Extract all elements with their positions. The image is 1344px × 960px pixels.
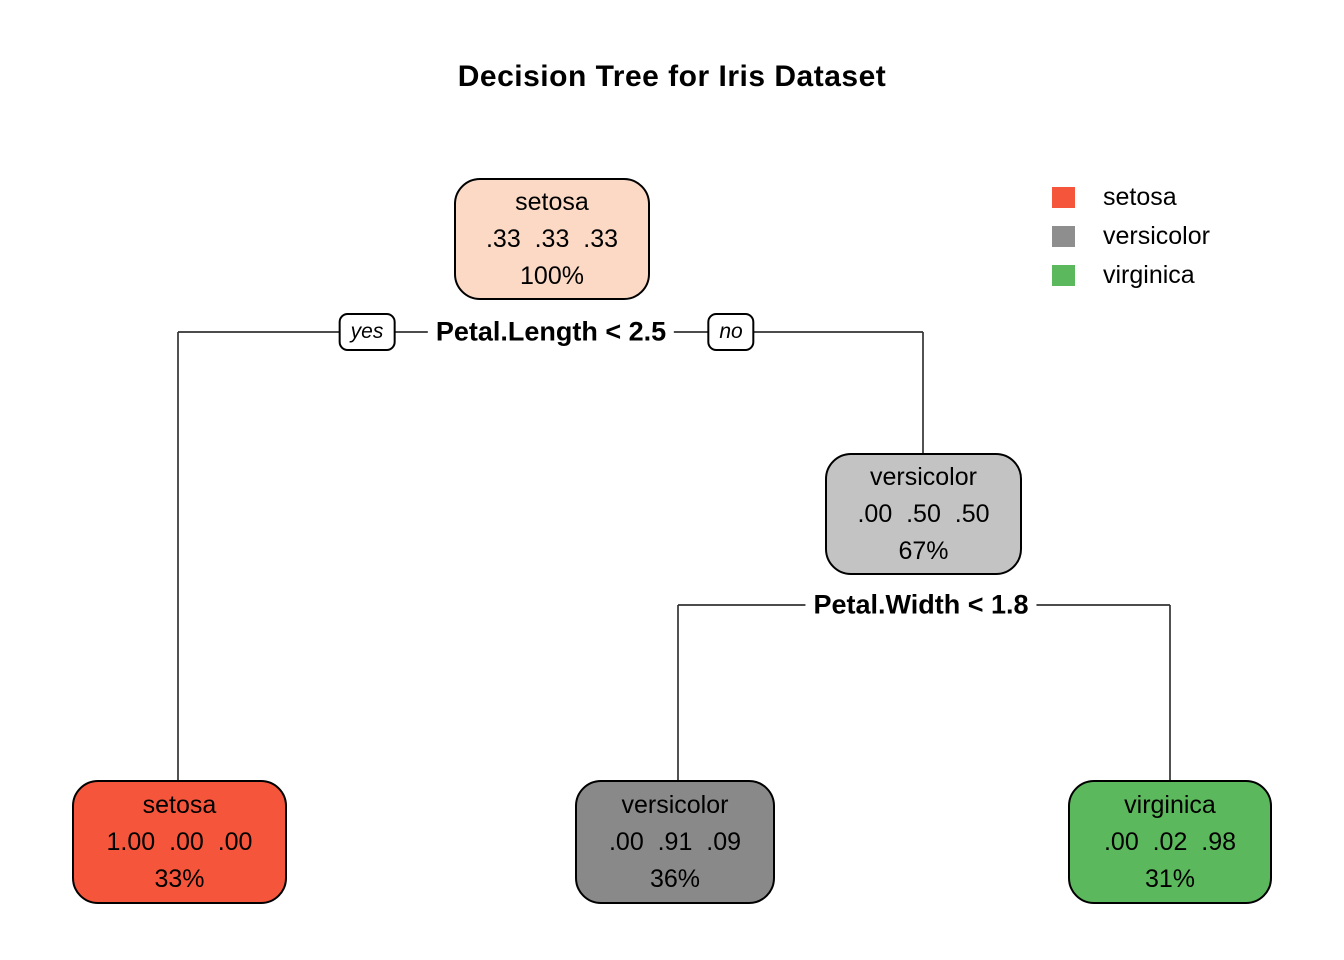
node-class-probabilities: .00 .91 .09 bbox=[608, 827, 742, 856]
node-class-label: versicolor bbox=[621, 790, 729, 819]
tree-leaf-versicolor: versicolor .00 .91 .09 36% bbox=[575, 780, 775, 904]
node-coverage: 100% bbox=[520, 261, 584, 290]
node-class-probabilities: .33 .33 .33 bbox=[485, 224, 619, 253]
class-legend: setosa versicolor virginica bbox=[1052, 183, 1210, 289]
legend-swatch-virginica bbox=[1052, 265, 1075, 286]
split-condition-1: Petal.Length < 2.5 bbox=[427, 316, 675, 348]
legend-item-setosa: setosa bbox=[1052, 183, 1210, 211]
tree-node-internal-versicolor: versicolor .00 .50 .50 67% bbox=[825, 453, 1022, 575]
node-coverage: 33% bbox=[154, 864, 205, 893]
plot-title: Decision Tree for Iris Dataset bbox=[457, 60, 887, 93]
node-coverage: 31% bbox=[1144, 864, 1196, 893]
node-class-label: setosa bbox=[142, 790, 217, 819]
legend-swatch-versicolor bbox=[1052, 226, 1075, 247]
node-class-probabilities: .00 .02 .98 bbox=[1103, 827, 1237, 856]
branch-no-tag: no bbox=[707, 313, 755, 351]
tree-leaf-virginica: virginica .00 .02 .98 31% bbox=[1068, 780, 1272, 904]
node-coverage: 36% bbox=[649, 864, 701, 893]
legend-swatch-setosa bbox=[1052, 187, 1075, 208]
legend-item-versicolor: versicolor bbox=[1052, 222, 1210, 250]
tree-node-root: setosa .33 .33 .33 100% bbox=[454, 178, 650, 300]
branch-yes-tag: yes bbox=[338, 313, 396, 351]
node-class-probabilities: .00 .50 .50 bbox=[857, 499, 990, 528]
legend-label: setosa bbox=[1103, 183, 1177, 211]
legend-label: virginica bbox=[1103, 261, 1195, 289]
legend-item-virginica: virginica bbox=[1052, 261, 1210, 289]
legend-label: versicolor bbox=[1103, 222, 1210, 250]
node-class-label: virginica bbox=[1124, 790, 1216, 819]
node-coverage: 67% bbox=[898, 536, 949, 565]
split-condition-2: Petal.Width < 1.8 bbox=[805, 589, 1037, 621]
node-class-probabilities: 1.00 .00 .00 bbox=[106, 827, 253, 856]
node-class-label: versicolor bbox=[870, 462, 977, 491]
node-class-label: setosa bbox=[515, 187, 589, 216]
tree-leaf-setosa: setosa 1.00 .00 .00 33% bbox=[72, 780, 287, 904]
